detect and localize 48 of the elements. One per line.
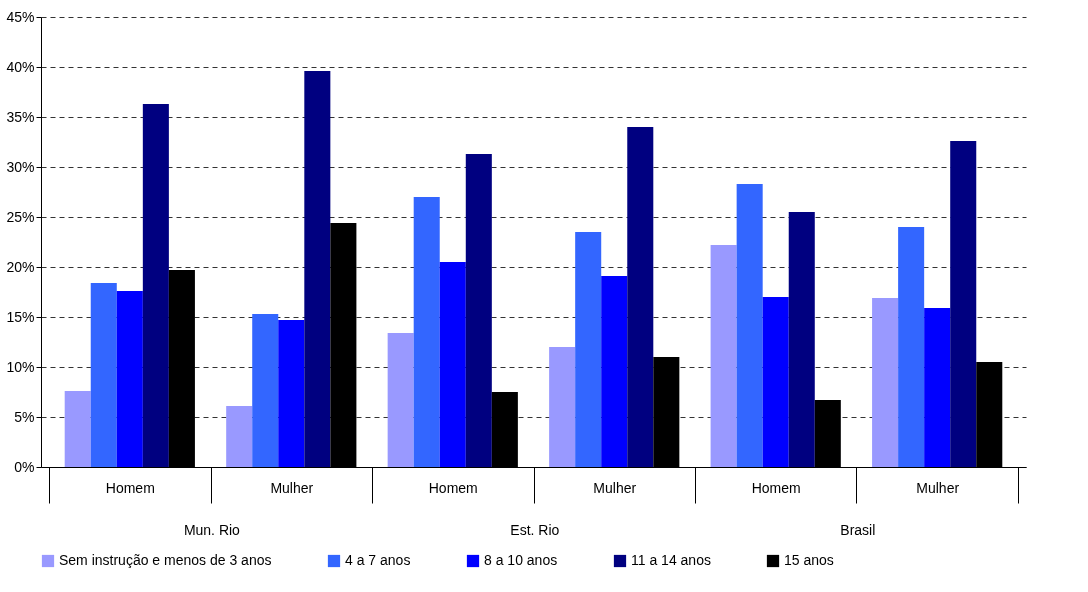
x-tick-label: Homem: [428, 479, 478, 496]
legend-label: 15 anos: [784, 552, 834, 568]
bar: [601, 276, 628, 467]
text: Est. Rio: [510, 522, 560, 538]
bar: [116, 291, 143, 467]
bar: [627, 127, 654, 467]
bar: [465, 154, 492, 467]
y-tick-label: 45%: [6, 8, 35, 25]
y-tick-label: 30%: [6, 158, 35, 175]
bar: [90, 283, 117, 467]
bar: [898, 227, 925, 467]
text: Mun. Rio: [183, 522, 241, 538]
y-tick-label: 5%: [14, 408, 35, 425]
bar: [413, 197, 440, 467]
bar: [226, 406, 253, 467]
y-tick-label: 0%: [14, 458, 35, 475]
bar: [252, 314, 279, 467]
text: Brasil: [840, 522, 876, 538]
bar: [439, 262, 466, 467]
legend-label: 11 a 14 anos: [631, 552, 711, 568]
x-tick-label: Mulher: [916, 479, 960, 496]
y-tick-label: 40%: [6, 58, 35, 75]
y-tick-label: 10%: [6, 358, 35, 375]
x-tick-label: Mulher: [270, 479, 314, 496]
bar: [142, 104, 169, 467]
bar: [872, 298, 899, 467]
x-tick-label: Homem: [105, 479, 155, 496]
legend-label: 4 a 7 anos: [345, 552, 411, 568]
y-tick-label: 25%: [6, 208, 35, 225]
x-tick-label: Mulher: [593, 479, 637, 496]
bar: [762, 297, 789, 467]
legend-label: 8 a 10 anos: [484, 552, 558, 568]
bar: [710, 245, 737, 467]
bar: [387, 333, 414, 467]
bar: [304, 71, 331, 467]
bar: [788, 212, 815, 467]
y-tick-label: 20%: [6, 258, 35, 275]
bar: [924, 308, 951, 467]
bar: [736, 184, 763, 467]
y-tick-label: 35%: [6, 108, 35, 125]
legend-label: Sem instrução e menos de 3 anos: [59, 552, 272, 568]
bar: [950, 141, 977, 467]
y-tick-label: 15%: [6, 308, 35, 325]
bar: [549, 347, 576, 467]
bar: [64, 391, 91, 467]
x-tick-label: Homem: [751, 479, 801, 496]
bar: [575, 232, 602, 467]
bar: [278, 320, 305, 467]
